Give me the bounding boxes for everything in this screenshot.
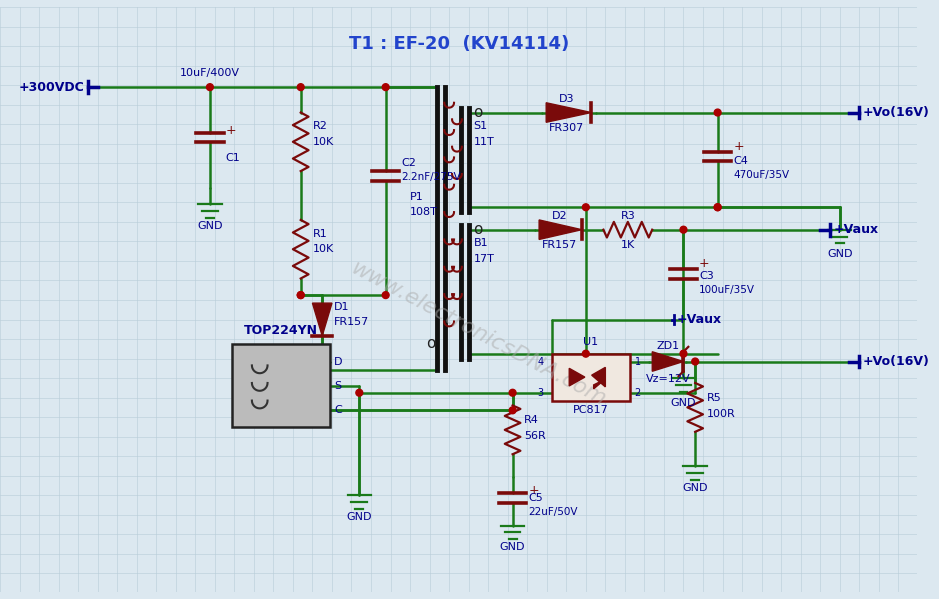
Circle shape	[692, 358, 699, 365]
Text: +Vaux: +Vaux	[834, 223, 879, 236]
Polygon shape	[653, 352, 684, 371]
Text: R1: R1	[313, 229, 327, 238]
Text: ZD1: ZD1	[656, 341, 680, 351]
Text: 1: 1	[635, 356, 640, 367]
Text: PC817: PC817	[573, 406, 608, 415]
Text: 56R: 56R	[524, 431, 546, 441]
Circle shape	[582, 204, 590, 211]
Text: 2: 2	[635, 388, 641, 398]
Text: Vz=12V: Vz=12V	[645, 374, 690, 384]
Text: C4: C4	[733, 156, 748, 167]
Text: +: +	[529, 484, 539, 497]
Polygon shape	[313, 303, 332, 336]
Text: FR157: FR157	[334, 317, 369, 328]
Text: GND: GND	[346, 512, 372, 522]
Text: P1: P1	[410, 192, 423, 202]
Text: D: D	[334, 356, 343, 367]
Text: GND: GND	[500, 542, 525, 552]
Circle shape	[509, 407, 516, 414]
Text: FR307: FR307	[548, 123, 584, 133]
Text: S1: S1	[473, 121, 487, 131]
Text: +: +	[733, 140, 744, 153]
Text: +: +	[700, 258, 710, 270]
Text: GND: GND	[670, 398, 696, 407]
Text: 17T: 17T	[473, 254, 495, 264]
Text: U1: U1	[583, 337, 598, 347]
Text: FR157: FR157	[542, 240, 577, 250]
Text: R2: R2	[313, 121, 328, 131]
Text: 4: 4	[538, 356, 544, 367]
Text: D1: D1	[334, 302, 349, 312]
Text: +Vaux: +Vaux	[677, 313, 722, 326]
Text: 10uF/400V: 10uF/400V	[180, 68, 240, 78]
Text: C3: C3	[700, 271, 714, 280]
Text: B1: B1	[473, 238, 488, 249]
Text: www.electronicsDNA.com: www.electronicsDNA.com	[347, 258, 609, 410]
Circle shape	[715, 204, 721, 211]
Text: C5: C5	[529, 493, 543, 503]
Text: +Vo(16V): +Vo(16V)	[863, 106, 930, 119]
Circle shape	[298, 292, 304, 298]
Text: o: o	[473, 222, 483, 237]
Polygon shape	[593, 379, 606, 389]
Text: o: o	[425, 337, 435, 352]
Text: GND: GND	[827, 249, 853, 259]
Text: R3: R3	[621, 211, 635, 221]
Text: T1 : EF-20  (KV14114): T1 : EF-20 (KV14114)	[348, 35, 569, 53]
Circle shape	[298, 292, 304, 298]
Circle shape	[207, 84, 213, 90]
Text: 3: 3	[538, 388, 544, 398]
Text: 1K: 1K	[621, 240, 635, 250]
Text: +300VDC: +300VDC	[18, 81, 84, 93]
Text: 100R: 100R	[707, 409, 735, 419]
Circle shape	[382, 84, 389, 90]
Circle shape	[680, 350, 687, 357]
Text: 100uF/35V: 100uF/35V	[700, 285, 755, 295]
Text: D2: D2	[551, 211, 567, 221]
Text: 2.2nF/275V: 2.2nF/275V	[401, 172, 461, 182]
Text: +Vo(16V): +Vo(16V)	[863, 355, 930, 368]
Text: 22uF/50V: 22uF/50V	[529, 507, 577, 517]
Polygon shape	[592, 367, 606, 387]
Text: R5: R5	[707, 392, 722, 403]
Text: 10K: 10K	[313, 137, 333, 147]
Text: C2: C2	[401, 158, 416, 168]
Bar	[551, 353, 630, 401]
Text: GND: GND	[683, 483, 708, 494]
Circle shape	[509, 389, 516, 396]
Text: o: o	[473, 105, 483, 120]
Circle shape	[382, 292, 389, 298]
Polygon shape	[539, 220, 582, 240]
Text: C: C	[334, 406, 342, 415]
Polygon shape	[546, 103, 592, 122]
Circle shape	[298, 84, 304, 90]
Text: 10K: 10K	[313, 244, 333, 254]
Text: 470uF/35V: 470uF/35V	[733, 170, 790, 180]
Bar	[232, 344, 330, 427]
Circle shape	[356, 389, 362, 396]
Text: R4: R4	[524, 415, 539, 425]
Text: GND: GND	[197, 221, 223, 231]
Circle shape	[582, 350, 590, 357]
Circle shape	[715, 204, 721, 211]
Text: D3: D3	[559, 94, 574, 104]
Polygon shape	[569, 368, 585, 386]
Text: +: +	[225, 124, 237, 137]
Text: 108T: 108T	[410, 207, 438, 217]
Text: C1: C1	[225, 153, 240, 164]
Circle shape	[680, 226, 687, 233]
Circle shape	[715, 109, 721, 116]
Text: 11T: 11T	[473, 137, 494, 147]
Text: S: S	[334, 381, 341, 391]
Text: TOP224YN: TOP224YN	[244, 323, 318, 337]
